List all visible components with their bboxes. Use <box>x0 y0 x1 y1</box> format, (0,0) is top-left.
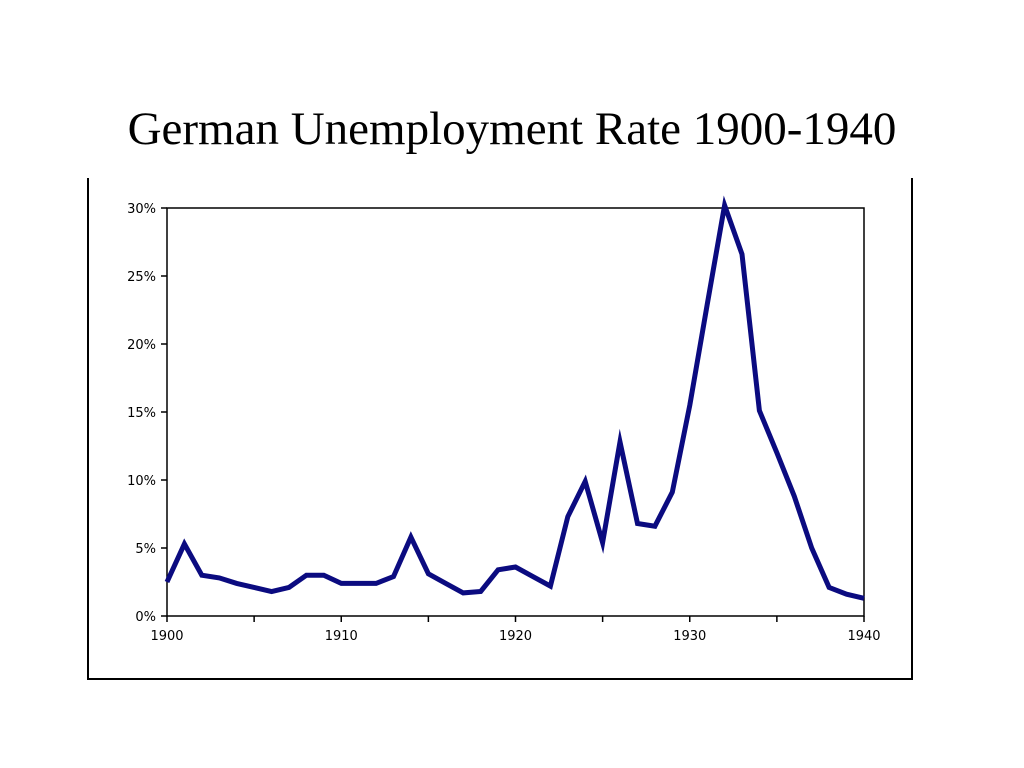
x-tick-label: 1920 <box>499 629 532 644</box>
slide-title: German Unemployment Rate 1900-1940 <box>127 103 897 155</box>
x-tick-label: 1900 <box>150 629 183 644</box>
unemployment-line-chart: 0% 5% 10% 15% 20% 25% 30% 1900 1910 1920 1930 1940 <box>87 178 913 680</box>
y-tick-label: 25% <box>127 270 156 285</box>
y-tick-label: 10% <box>127 474 156 489</box>
axis-layer: 0% 5% 10% 15% 20% 25% 30% 1900 1910 1920 1930 1940 <box>127 202 880 644</box>
x-tick-label: 1940 <box>847 629 880 644</box>
x-tick-label: 1910 <box>325 629 358 644</box>
y-tick-label: 20% <box>127 338 156 353</box>
series-layer <box>164 195 865 601</box>
series-line-unemployment <box>164 195 865 601</box>
y-tick-label: 5% <box>135 542 156 557</box>
y-tick-label: 0% <box>135 610 156 625</box>
x-tick-label: 1930 <box>673 629 706 644</box>
chart-frame: 0% 5% 10% 15% 20% 25% 30% 1900 1910 1920 1930 1940 <box>87 178 913 680</box>
y-tick-label: 30% <box>127 202 156 217</box>
y-tick-label: 15% <box>127 406 156 421</box>
